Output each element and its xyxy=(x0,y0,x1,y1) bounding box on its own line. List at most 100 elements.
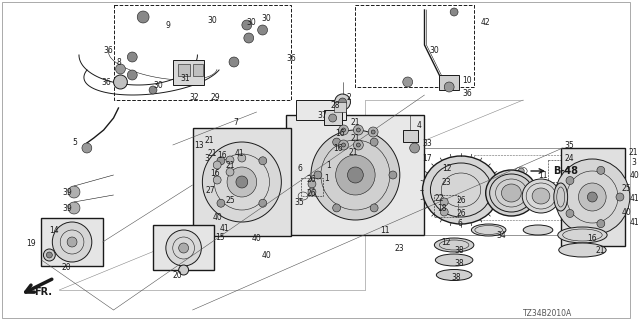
Text: 6: 6 xyxy=(297,164,302,172)
Bar xyxy=(193,64,204,76)
Circle shape xyxy=(311,130,400,220)
Text: 3: 3 xyxy=(204,154,209,163)
Text: 21: 21 xyxy=(207,148,217,157)
Bar xyxy=(193,128,291,236)
Circle shape xyxy=(335,94,351,110)
Text: 31: 31 xyxy=(180,74,190,83)
Text: 28: 28 xyxy=(331,100,340,109)
Bar xyxy=(435,195,458,217)
Text: 21: 21 xyxy=(595,245,605,254)
Circle shape xyxy=(44,249,55,261)
Text: 30: 30 xyxy=(262,13,271,22)
Circle shape xyxy=(258,25,268,35)
Bar xyxy=(42,218,102,266)
Circle shape xyxy=(566,177,574,185)
Text: 40: 40 xyxy=(262,251,271,260)
Circle shape xyxy=(52,222,92,262)
Text: 11: 11 xyxy=(538,171,547,180)
Text: 16: 16 xyxy=(333,143,343,153)
Text: FR.: FR. xyxy=(35,287,52,297)
Circle shape xyxy=(566,210,574,218)
Text: 19: 19 xyxy=(27,238,36,247)
Bar xyxy=(296,100,346,120)
Circle shape xyxy=(166,230,202,266)
Text: 1: 1 xyxy=(324,173,328,182)
Text: 36: 36 xyxy=(462,89,472,98)
Text: 41: 41 xyxy=(219,223,228,233)
Circle shape xyxy=(213,176,221,184)
Circle shape xyxy=(67,237,77,247)
Circle shape xyxy=(370,204,378,212)
Text: 2: 2 xyxy=(346,92,351,101)
Text: 21: 21 xyxy=(348,148,358,156)
Text: 14: 14 xyxy=(49,226,59,235)
Circle shape xyxy=(308,188,316,196)
Text: 41: 41 xyxy=(235,148,244,157)
Circle shape xyxy=(149,86,157,94)
Ellipse shape xyxy=(524,225,553,235)
Circle shape xyxy=(440,198,448,206)
Circle shape xyxy=(259,199,267,207)
Circle shape xyxy=(342,143,346,147)
Text: 30: 30 xyxy=(247,18,257,27)
Bar xyxy=(286,115,424,235)
Text: 40: 40 xyxy=(630,171,639,180)
Circle shape xyxy=(113,75,127,89)
Text: 11: 11 xyxy=(380,226,390,235)
Circle shape xyxy=(597,220,605,228)
Circle shape xyxy=(342,128,346,132)
Circle shape xyxy=(308,180,316,188)
Text: 41: 41 xyxy=(630,218,639,227)
Circle shape xyxy=(588,192,597,202)
Bar xyxy=(324,110,342,125)
Bar xyxy=(561,148,625,246)
Text: 7: 7 xyxy=(233,117,238,126)
Circle shape xyxy=(68,186,80,198)
Text: 32: 32 xyxy=(189,92,199,101)
Text: 33: 33 xyxy=(422,139,432,148)
Bar xyxy=(439,75,459,90)
Circle shape xyxy=(335,155,375,195)
Text: 5: 5 xyxy=(72,138,77,147)
Circle shape xyxy=(356,128,360,132)
Ellipse shape xyxy=(502,184,521,202)
Circle shape xyxy=(229,57,239,67)
Circle shape xyxy=(444,82,454,92)
Text: 17: 17 xyxy=(422,154,432,163)
Circle shape xyxy=(518,168,524,174)
Circle shape xyxy=(46,252,52,258)
Circle shape xyxy=(389,171,397,179)
Ellipse shape xyxy=(472,224,506,236)
Text: B-48: B-48 xyxy=(553,166,578,176)
Text: 27: 27 xyxy=(205,186,215,195)
Ellipse shape xyxy=(435,238,474,252)
Bar xyxy=(301,178,323,196)
Text: 23: 23 xyxy=(441,178,451,187)
Text: 9: 9 xyxy=(166,20,171,29)
Circle shape xyxy=(353,125,364,135)
Text: 15: 15 xyxy=(215,233,225,242)
Circle shape xyxy=(82,143,92,153)
Circle shape xyxy=(329,114,337,122)
Circle shape xyxy=(314,171,322,179)
Text: 21: 21 xyxy=(204,135,214,145)
Text: 16: 16 xyxy=(335,129,345,138)
Text: 26: 26 xyxy=(456,196,466,204)
Circle shape xyxy=(202,142,282,222)
Circle shape xyxy=(127,52,137,62)
Circle shape xyxy=(236,176,248,188)
Text: 21: 21 xyxy=(351,117,360,126)
Circle shape xyxy=(597,166,605,174)
Text: 12: 12 xyxy=(442,164,452,172)
Circle shape xyxy=(213,161,221,169)
Text: 36: 36 xyxy=(102,77,111,86)
Text: 6: 6 xyxy=(457,219,462,228)
Text: 35: 35 xyxy=(294,197,304,206)
Text: 38: 38 xyxy=(454,245,464,254)
Circle shape xyxy=(410,143,420,153)
Ellipse shape xyxy=(554,183,568,211)
Text: 30: 30 xyxy=(153,81,163,90)
Text: 12: 12 xyxy=(441,237,451,246)
Circle shape xyxy=(348,167,364,183)
Text: 23: 23 xyxy=(395,244,404,252)
